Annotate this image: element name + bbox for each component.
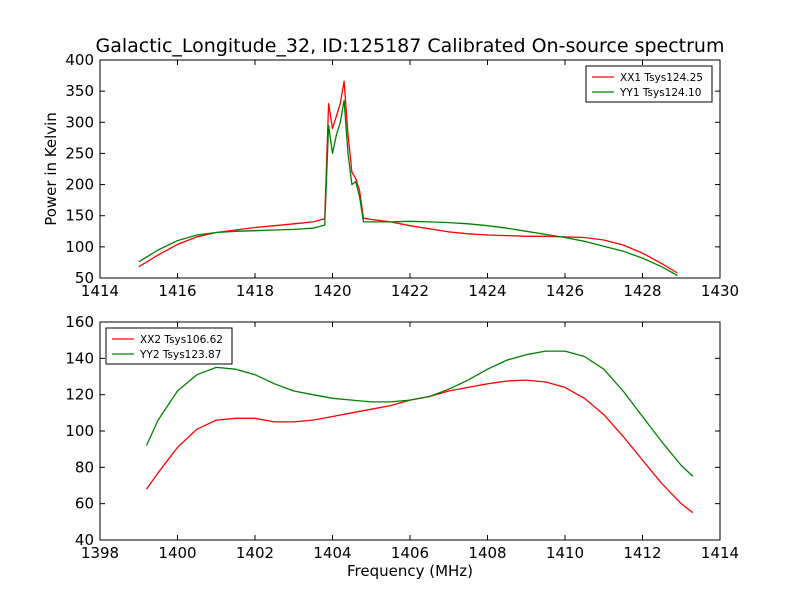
x-tick-label: 1418 xyxy=(236,282,274,300)
y-tick-label: 350 xyxy=(65,82,94,100)
y-tick-label: 250 xyxy=(65,144,94,162)
x-tick-label: 1404 xyxy=(313,544,351,562)
y-tick-label: 80 xyxy=(75,458,94,476)
y-tick-label: 200 xyxy=(65,176,94,194)
y-tick-label: 400 xyxy=(65,51,94,69)
legend-label: XX1 Tsys124.25 xyxy=(620,72,703,84)
y-tick-label: 300 xyxy=(65,113,94,131)
y-tick-label: 50 xyxy=(75,269,94,287)
x-tick-label: 1414 xyxy=(701,544,739,562)
y-tick-label: 100 xyxy=(65,238,94,256)
y-tick-label: 150 xyxy=(65,207,94,225)
y-tick-label: 40 xyxy=(75,531,94,549)
x-tick-label: 1416 xyxy=(158,282,196,300)
x-tick-label: 1400 xyxy=(158,544,196,562)
x-tick-label: 1410 xyxy=(546,544,584,562)
y-tick-label: 60 xyxy=(75,495,94,513)
x-axis-label: Frequency (MHz) xyxy=(347,562,473,580)
legend-label: YY2 Tsys123.87 xyxy=(139,349,221,361)
series-line-yy2 xyxy=(145,350,694,477)
x-tick-label: 1406 xyxy=(391,544,429,562)
legend-box xyxy=(585,65,713,103)
figure-title: Galactic_Longitude_32, ID:125187 Calibra… xyxy=(96,35,725,57)
x-tick-label: 1402 xyxy=(236,544,274,562)
y-tick-label: 140 xyxy=(65,349,94,367)
x-tick-label: 1408 xyxy=(468,544,506,562)
y-axis-label: Power in Kelvin xyxy=(42,112,60,226)
legend-label: YY1 Tsys124.10 xyxy=(619,87,701,99)
x-tick-label: 1430 xyxy=(701,282,739,300)
legend: XX2 Tsys106.62 YY2 Tsys123.87 xyxy=(105,327,233,365)
legend-box xyxy=(105,327,233,365)
x-tick-label: 1420 xyxy=(313,282,351,300)
y-tick-label: 120 xyxy=(65,386,94,404)
legend: XX1 Tsys124.25 YY1 Tsys124.10 xyxy=(585,65,713,103)
x-tick-label: 1422 xyxy=(391,282,429,300)
series-line-xx2 xyxy=(145,379,694,514)
x-tick-label: 1426 xyxy=(546,282,584,300)
legend-label: XX2 Tsys106.62 xyxy=(140,334,223,346)
y-tick-label: 100 xyxy=(65,422,94,440)
series-line-yy1 xyxy=(138,99,678,277)
x-tick-label: 1412 xyxy=(623,544,661,562)
x-tick-label: 1428 xyxy=(623,282,661,300)
x-tick-label: 1398 xyxy=(81,544,119,562)
top-plot-panel: 1414 1416 1418 1420 1422 1424 1426 1428 1430 50 10… xyxy=(42,51,739,300)
y-tick-label: 160 xyxy=(65,313,94,331)
x-tick-label: 1414 xyxy=(81,282,119,300)
x-tick-label: 1424 xyxy=(468,282,506,300)
bottom-plot-panel: 1398 1400 1402 1404 1406 1408 1410 1412 1414 40 60… xyxy=(65,313,739,580)
